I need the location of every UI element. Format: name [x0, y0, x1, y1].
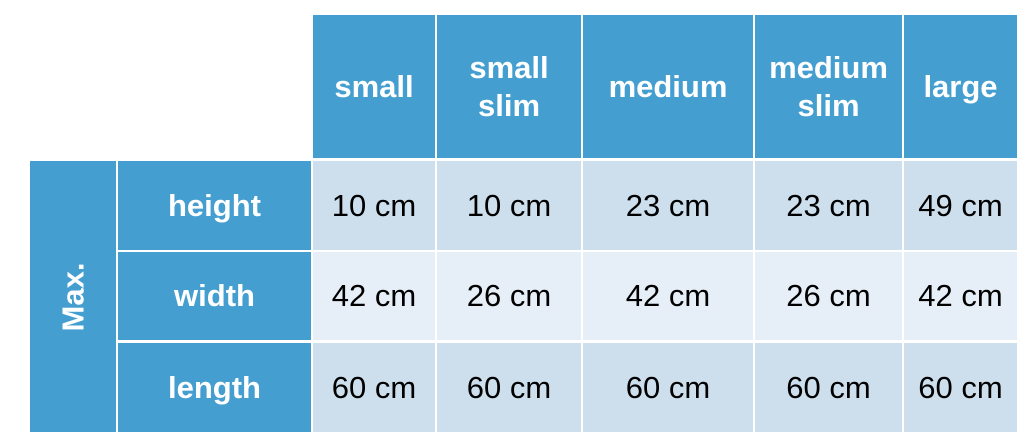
table-cell-cell: 23 cm	[583, 161, 753, 250]
table-cell-cell: 60 cm	[313, 343, 435, 432]
table-cell: 42 cm	[918, 278, 1003, 313]
table-cell: 26 cm	[466, 278, 552, 313]
column-header: medium slim	[769, 49, 888, 123]
table-cell-cell: 42 cm	[313, 252, 435, 340]
column-header-cell: small	[313, 15, 435, 158]
row-label: height	[168, 187, 261, 223]
group-label-cell: Max.	[30, 161, 116, 432]
table-cell-cell: 60 cm	[437, 343, 581, 432]
row-label: width	[174, 278, 255, 313]
column-header: small	[334, 68, 414, 104]
table-cell: 10 cm	[331, 187, 417, 223]
table-cell-cell: 60 cm	[583, 343, 753, 432]
table-cell-cell: 42 cm	[583, 252, 753, 340]
column-header: small slim	[469, 49, 549, 123]
table-cell: 49 cm	[918, 187, 1003, 223]
table-cell: 42 cm	[625, 278, 711, 313]
table-cell-cell: 26 cm	[755, 252, 902, 340]
table-cell: 23 cm	[786, 187, 871, 223]
row-label-cell: width	[118, 252, 311, 340]
table-cell: 60 cm	[625, 369, 711, 405]
table-cell-cell: 10 cm	[313, 161, 435, 250]
table-cell: 60 cm	[466, 369, 552, 405]
row-label-cell: length	[118, 343, 311, 432]
row-label: length	[168, 369, 261, 405]
table-cell: 42 cm	[331, 278, 417, 313]
table-cell: 23 cm	[625, 187, 711, 223]
column-header-cell: large	[904, 15, 1017, 158]
table-cell: 10 cm	[466, 187, 552, 223]
table-cell-cell: 49 cm	[904, 161, 1017, 250]
table-cell: 60 cm	[786, 369, 871, 405]
table-cell: 26 cm	[786, 278, 871, 313]
column-header-cell: medium slim	[755, 15, 902, 158]
column-header: medium	[608, 68, 728, 104]
table-cell-cell: 23 cm	[755, 161, 902, 250]
group-label: Max.	[54, 262, 90, 331]
column-header: large	[923, 68, 998, 104]
table-cell-cell: 60 cm	[904, 343, 1017, 432]
column-header-cell: small slim	[437, 15, 581, 158]
table-cell: 60 cm	[331, 369, 417, 405]
row-label-cell: height	[118, 161, 311, 250]
table-cell: 60 cm	[918, 369, 1003, 405]
table-cell-cell: 26 cm	[437, 252, 581, 340]
table-cell-cell: 10 cm	[437, 161, 581, 250]
column-header-cell: medium	[583, 15, 753, 158]
table-cell-cell: 42 cm	[904, 252, 1017, 340]
table-cell-cell: 60 cm	[755, 343, 902, 432]
